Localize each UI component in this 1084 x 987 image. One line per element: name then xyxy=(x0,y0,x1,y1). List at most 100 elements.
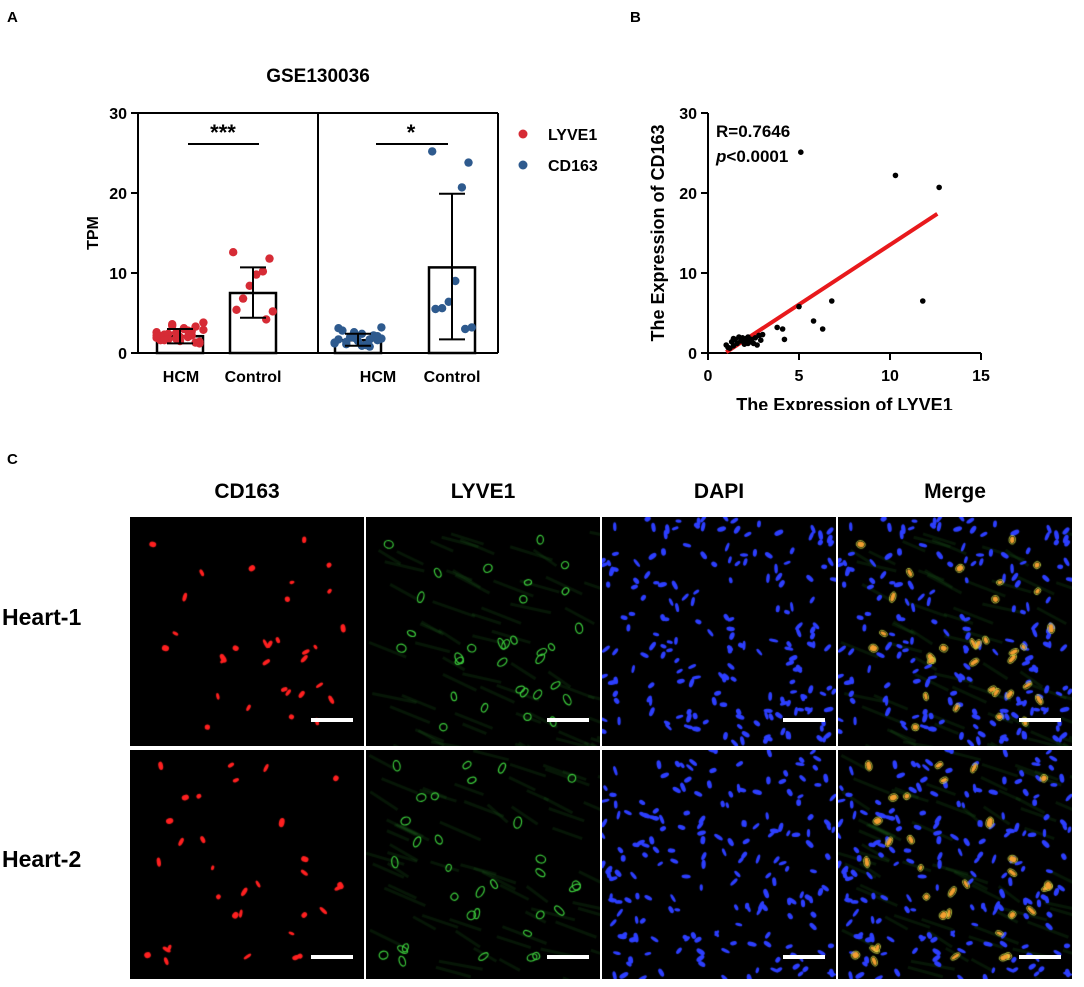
y-tick-label: 10 xyxy=(109,266,127,283)
data-point-lyve1 xyxy=(268,307,277,316)
significance-label: * xyxy=(407,120,416,145)
data-point-cd163 xyxy=(431,304,440,314)
x-tick-label: 15 xyxy=(972,368,990,385)
legend-label-lyve1: LYVE1 xyxy=(548,127,597,144)
data-point-lyve1 xyxy=(160,336,169,345)
data-point-lyve1 xyxy=(258,267,268,276)
data-point xyxy=(892,172,899,179)
x-axis-label: The Expression of LYVE1 xyxy=(736,395,952,410)
panel-label-b: B xyxy=(630,9,641,26)
x-tick-label: 5 xyxy=(795,368,804,385)
y-tick-label: 10 xyxy=(679,266,697,283)
data-point-lyve1 xyxy=(168,321,177,330)
scale-bar xyxy=(783,955,825,959)
data-point-lyve1 xyxy=(229,248,238,257)
image-heart-2-cd163 xyxy=(130,750,364,979)
row-header-heart-1: Heart-1 xyxy=(2,604,82,630)
y-tick-label: 0 xyxy=(118,346,127,363)
data-point-cd163 xyxy=(428,147,437,156)
y-tick-label: 20 xyxy=(679,186,697,203)
regression-line xyxy=(725,212,939,354)
image-heart-1-dapi xyxy=(602,517,836,746)
data-point-cd163 xyxy=(444,297,453,306)
y-tick-label: 30 xyxy=(679,106,697,123)
data-point-lyve1 xyxy=(199,318,208,327)
data-point xyxy=(759,331,766,338)
data-point xyxy=(757,337,764,344)
data-point-cd163 xyxy=(451,276,460,286)
scale-bar xyxy=(311,955,353,959)
x-tick-label: Control xyxy=(424,369,481,386)
data-point-cd163 xyxy=(461,324,470,334)
scale-bar xyxy=(311,718,353,722)
x-tick-label: HCM xyxy=(360,369,396,386)
data-point-cd163 xyxy=(457,183,467,192)
panel-label-a: A xyxy=(7,9,18,26)
p-value: <0.0001 xyxy=(726,147,788,166)
data-point-cd163 xyxy=(437,304,447,313)
data-point-cd163 xyxy=(349,333,359,342)
legend-marker-cd163 xyxy=(518,160,528,170)
scale-bar xyxy=(1019,955,1061,959)
column-header-cd163: CD163 xyxy=(214,480,280,503)
data-point xyxy=(810,318,817,324)
data-point-lyve1 xyxy=(262,315,271,324)
column-header-lyve1: LYVE1 xyxy=(450,480,516,503)
data-point-cd163 xyxy=(334,335,343,344)
y-axis-label: TPM xyxy=(85,216,102,250)
data-point-lyve1 xyxy=(152,331,161,340)
x-tick-label: 0 xyxy=(704,368,713,385)
scale-bar xyxy=(547,955,589,959)
column-header-dapi: DAPI xyxy=(693,480,745,503)
correlation-r: R=0.7646 xyxy=(716,122,790,141)
data-point xyxy=(798,149,804,155)
x-tick-label: Control xyxy=(225,369,282,386)
scale-bar xyxy=(547,718,589,722)
data-point-cd163 xyxy=(342,340,351,349)
data-point-cd163 xyxy=(338,326,347,335)
data-point-lyve1 xyxy=(238,294,248,303)
data-point-lyve1 xyxy=(232,305,241,314)
data-point xyxy=(730,335,737,342)
data-point-lyve1 xyxy=(183,326,192,335)
scatter-correlation: 0 10 20 30 0 5 10 15 The Expression of LYVE1 The … xyxy=(648,106,990,410)
data-point xyxy=(919,298,926,304)
data-point-cd163 xyxy=(377,323,386,332)
x-tick-label: HCM xyxy=(163,369,199,386)
scale-bar xyxy=(783,718,825,722)
data-point-lyve1 xyxy=(252,270,261,279)
significance-label: *** xyxy=(210,120,236,145)
data-point xyxy=(779,326,786,332)
y-tick-label: 30 xyxy=(109,106,127,123)
y-axis-label: The Expression of CD163 xyxy=(648,124,668,341)
data-point xyxy=(781,336,788,343)
data-point-cd163 xyxy=(373,336,382,345)
column-header-merge: Merge xyxy=(924,480,986,503)
data-point xyxy=(936,184,942,191)
chart-title: GSE130036 xyxy=(266,66,370,87)
data-point xyxy=(754,342,760,348)
data-point-lyve1 xyxy=(245,281,254,290)
scale-bar xyxy=(1019,718,1061,722)
data-point xyxy=(828,298,835,304)
panel-label-c: C xyxy=(7,451,18,468)
y-tick-label: 0 xyxy=(688,346,697,363)
data-point-cd163 xyxy=(467,323,476,332)
legend-label-cd163: CD163 xyxy=(548,158,598,175)
image-heart-2-merge xyxy=(838,750,1072,979)
p-symbol: p xyxy=(715,147,726,166)
y-tick-label: 20 xyxy=(109,186,127,203)
data-point-lyve1 xyxy=(191,338,200,347)
x-tick-label: 10 xyxy=(881,368,899,385)
data-point xyxy=(819,326,826,332)
correlation-p: p<0.0001 xyxy=(715,147,788,166)
legend-marker-lyve1 xyxy=(518,129,528,139)
image-heart-2-lyve1 xyxy=(366,750,600,979)
data-point xyxy=(745,340,751,347)
data-point xyxy=(774,324,780,331)
data-point-lyve1 xyxy=(199,325,208,334)
row-header-heart-2: Heart-2 xyxy=(2,846,82,872)
image-heart-1-cd163 xyxy=(130,517,364,746)
image-heart-1-lyve1 xyxy=(366,517,600,746)
